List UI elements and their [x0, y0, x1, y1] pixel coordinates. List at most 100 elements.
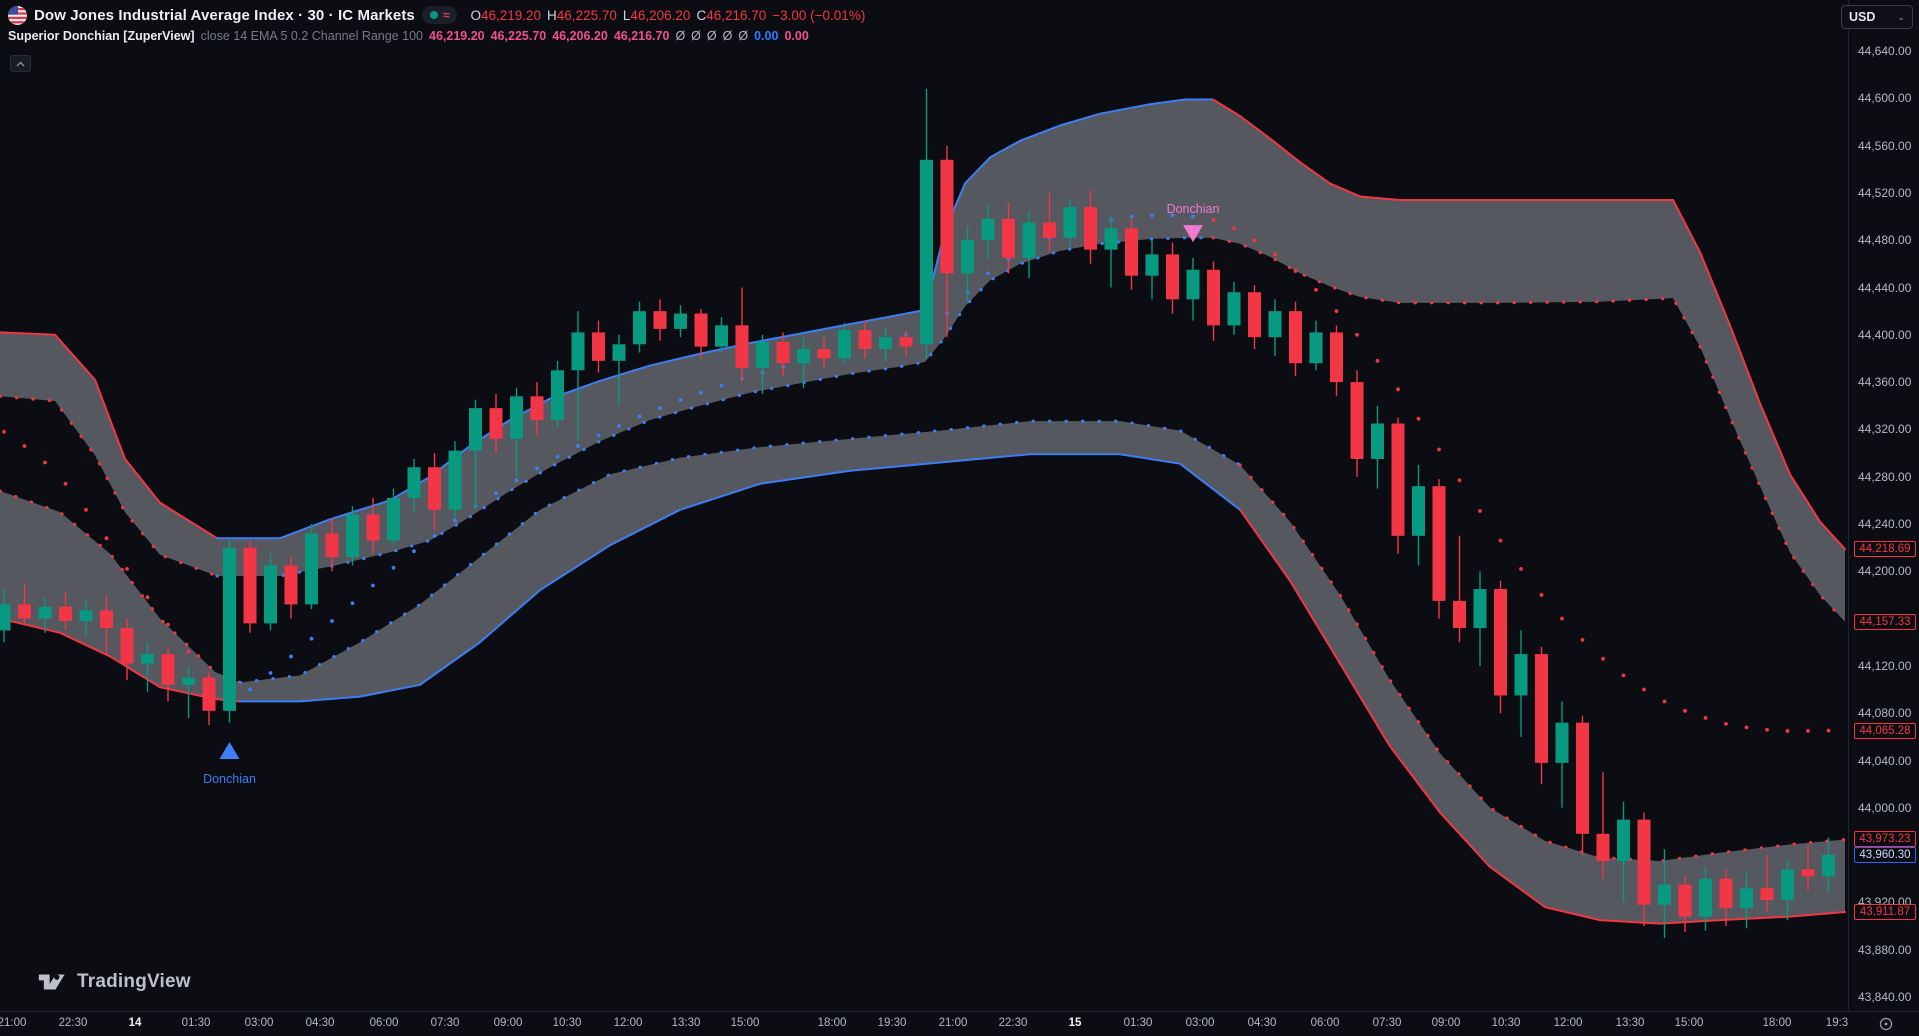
candle-body[interactable]: [510, 396, 523, 439]
candle-body[interactable]: [79, 610, 93, 621]
candle-body[interactable]: [243, 547, 257, 624]
candle-body[interactable]: [1801, 869, 1815, 877]
candle-body[interactable]: [612, 344, 626, 361]
candle-body[interactable]: [0, 604, 11, 631]
candle-body[interactable]: [1022, 222, 1036, 258]
candle-body[interactable]: [1309, 332, 1323, 364]
candle-body[interactable]: [448, 450, 462, 510]
candle-body[interactable]: [120, 628, 134, 664]
candle-body[interactable]: [797, 348, 810, 364]
candle-body[interactable]: [1678, 884, 1692, 917]
candle-body[interactable]: [592, 332, 605, 361]
candle-body[interactable]: [161, 654, 175, 685]
candle-body[interactable]: [776, 341, 790, 364]
candle-body[interactable]: [981, 218, 995, 241]
candle-body[interactable]: [202, 677, 216, 711]
candle-body[interactable]: [551, 370, 564, 420]
candle-body[interactable]: [1145, 254, 1159, 276]
candle-body[interactable]: [1453, 600, 1466, 629]
candle-body[interactable]: [182, 677, 195, 685]
candle-body[interactable]: [1227, 292, 1241, 326]
candle-body[interactable]: [1514, 654, 1528, 696]
candle-body[interactable]: [18, 604, 31, 619]
candle-body[interactable]: [1699, 878, 1712, 917]
candle-body[interactable]: [1473, 589, 1487, 629]
candle-body[interactable]: [1186, 269, 1200, 300]
candle-body[interactable]: [1535, 654, 1548, 763]
candle-body[interactable]: [1412, 486, 1425, 536]
candle-body[interactable]: [1740, 888, 1753, 909]
candle-body[interactable]: [1371, 423, 1384, 459]
candle-body[interactable]: [346, 514, 359, 558]
symbol-title[interactable]: Dow Jones Industrial Average Index · 30 …: [34, 6, 415, 24]
candle-body[interactable]: [838, 330, 851, 359]
candle-body[interactable]: [366, 514, 380, 541]
candle-body[interactable]: [1760, 888, 1774, 901]
candle-body[interactable]: [1432, 486, 1446, 601]
candle-body[interactable]: [284, 565, 298, 605]
candle-body[interactable]: [1166, 254, 1179, 300]
candle-body[interactable]: [1043, 222, 1056, 238]
candle-body[interactable]: [899, 337, 913, 347]
candle-body[interactable]: [489, 408, 503, 439]
candle-body[interactable]: [1002, 218, 1015, 258]
candle-body[interactable]: [715, 325, 728, 347]
candle-body[interactable]: [141, 654, 154, 664]
candle-body[interactable]: [407, 467, 421, 498]
candle-body[interactable]: [530, 396, 544, 420]
symbol-legend[interactable]: Dow Jones Industrial Average Index · 30 …: [8, 4, 865, 26]
candle-body[interactable]: [1781, 869, 1794, 901]
price-axis[interactable]: USD ⌄ 44,640.00 44,600.00 44,560.00 44,520.…: [1841, 0, 1919, 1011]
time-axis[interactable]: 21:00 22:30 14 01:30 03:00 04:30 06:00 07:30 09:…: [0, 1011, 1919, 1036]
candle-body[interactable]: [920, 159, 933, 345]
candle-body[interactable]: [940, 159, 954, 274]
legend-collapse-button[interactable]: [10, 55, 31, 72]
candle-body[interactable]: [1596, 833, 1610, 862]
candle-body[interactable]: [1104, 228, 1118, 250]
candle-body[interactable]: [1248, 292, 1261, 338]
candle-body[interactable]: [1391, 423, 1405, 536]
candle-body[interactable]: [1350, 382, 1364, 459]
candle-body[interactable]: [879, 337, 892, 349]
candle-body[interactable]: [633, 311, 646, 345]
candle-body[interactable]: [1822, 854, 1835, 877]
candle-body[interactable]: [428, 467, 441, 510]
timezone-clock-icon[interactable]: [1879, 1017, 1893, 1031]
candle-body[interactable]: [1063, 207, 1077, 238]
candle-body[interactable]: [674, 313, 687, 329]
candle-body[interactable]: [100, 610, 113, 629]
candle-body[interactable]: [223, 547, 236, 711]
candle-body[interactable]: [1658, 884, 1671, 905]
candle-body[interactable]: [1207, 269, 1220, 326]
candle-body[interactable]: [387, 497, 400, 541]
candle-body[interactable]: [1617, 819, 1630, 862]
candle-body[interactable]: [1637, 819, 1651, 905]
candle-body[interactable]: [325, 533, 339, 558]
candle-body[interactable]: [1289, 311, 1302, 364]
candle-body[interactable]: [817, 348, 831, 359]
indicator-name[interactable]: Superior Donchian [ZuperView]: [8, 29, 195, 43]
currency-selector-button[interactable]: USD ⌄: [1841, 5, 1913, 29]
candle-body[interactable]: [858, 330, 872, 349]
candle-body[interactable]: [653, 311, 667, 329]
candle-body[interactable]: [961, 240, 974, 274]
candle-body[interactable]: [264, 565, 277, 624]
candle-body[interactable]: [735, 325, 749, 368]
candle-body[interactable]: [305, 533, 318, 605]
candle-body[interactable]: [1555, 722, 1569, 763]
candle-body[interactable]: [756, 341, 769, 368]
candle-body[interactable]: [1719, 878, 1733, 909]
candlestick-chart[interactable]: Donchian Donchian: [0, 0, 1848, 1011]
indicator-legend[interactable]: Superior Donchian [ZuperView] close 14 E…: [8, 27, 809, 45]
candle-body[interactable]: [571, 332, 585, 371]
symbol-status-pill[interactable]: ≈: [421, 6, 458, 24]
candle-body[interactable]: [694, 313, 708, 347]
candle-body[interactable]: [469, 408, 482, 451]
candle-body[interactable]: [59, 606, 72, 621]
candle-body[interactable]: [1125, 228, 1138, 276]
candle-body[interactable]: [1084, 207, 1097, 250]
candle-body[interactable]: [1330, 332, 1343, 383]
candle-body[interactable]: [38, 606, 52, 619]
candle-body[interactable]: [1576, 722, 1589, 834]
candle-body[interactable]: [1494, 589, 1507, 696]
